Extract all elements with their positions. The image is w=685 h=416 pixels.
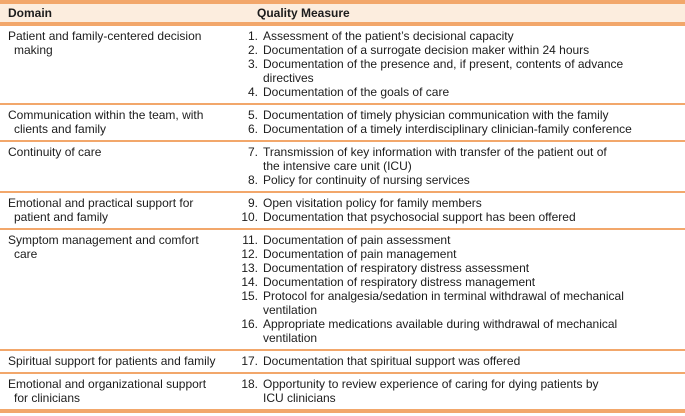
measures-cell: 7. Transmission of key information with … — [236, 145, 685, 187]
measures-cell: 9. Open visitation policy for family mem… — [236, 196, 685, 224]
measures-cell: 11. Documentation of pain assessment 12.… — [236, 233, 685, 345]
measure-number: 3. — [247, 57, 258, 71]
measure-number: 9. — [247, 196, 258, 210]
measure-number: 8. — [247, 173, 258, 187]
measure-number: 18. — [241, 377, 258, 391]
measure-text: Documentation of a surrogate decision ma… — [263, 43, 590, 57]
measure-item: 14. Documentation of respiratory distres… — [236, 275, 685, 289]
domain-cell: Continuity of care — [8, 145, 102, 159]
column-header-domain: Domain — [8, 6, 53, 20]
measure-number: 7. — [247, 145, 258, 159]
measure-number: 13. — [241, 261, 258, 275]
measure-number: 5. — [247, 108, 258, 122]
measure-item: 9. Open visitation policy for family mem… — [236, 196, 685, 210]
measure-text: Documentation of respiratory distress as… — [263, 261, 530, 275]
measure-number: 15. — [241, 289, 258, 303]
measure-number: 6. — [247, 122, 258, 136]
measure-item: 8. Policy for continuity of nursing serv… — [236, 173, 685, 187]
measure-number: 11. — [242, 233, 258, 247]
measure-text: Documentation of pain management — [263, 247, 457, 261]
column-header-quality-measure: Quality Measure — [257, 6, 350, 20]
measure-text: Documentation of a timely interdisciplin… — [263, 122, 632, 136]
measure-text: Transmission of key information with tra… — [263, 145, 607, 173]
table-row: Continuity of care 7. Transmission of ke… — [0, 142, 685, 193]
measure-text: Open visitation policy for family member… — [263, 196, 482, 210]
measure-number: 1. — [247, 29, 258, 43]
measure-item: 4. Documentation of the goals of care — [236, 85, 685, 99]
measure-number: 12. — [241, 247, 258, 261]
domain-cell: Symptom management and comfort care — [8, 233, 199, 261]
table-row: Communication within the team, with clie… — [0, 105, 685, 142]
table-row: Patient and family-centered decision mak… — [0, 26, 685, 105]
measure-item: 2. Documentation of a surrogate decision… — [236, 43, 685, 57]
measure-number: 14. — [241, 275, 258, 289]
measure-text: Assessment of the patient’s decisional c… — [263, 29, 514, 43]
measure-item: 18. Opportunity to review experience of … — [236, 377, 685, 405]
measure-item: 16. Appropriate medications available du… — [236, 317, 685, 345]
measure-item: 12. Documentation of pain management — [236, 247, 685, 261]
measures-cell: 17. Documentation that spiritual support… — [236, 354, 685, 368]
table-row: Emotional and practical support for pati… — [0, 193, 685, 230]
table-row: Spiritual support for patients and famil… — [0, 351, 685, 374]
measures-cell: 1. Assessment of the patient’s decisiona… — [236, 29, 685, 99]
measure-item: 6. Documentation of a timely interdiscip… — [236, 122, 685, 136]
domain-cell: Communication within the team, with clie… — [8, 108, 204, 136]
measure-text: Documentation that psychosocial support … — [263, 210, 576, 224]
table-header-row: Domain Quality Measure — [0, 4, 685, 26]
measure-text: Policy for continuity of nursing service… — [263, 173, 470, 187]
measure-item: 17. Documentation that spiritual support… — [236, 354, 685, 368]
table-row: Emotional and organizational support for… — [0, 374, 685, 409]
measure-text: Documentation that spiritual support was… — [263, 354, 521, 368]
measure-text: Documentation of pain assessment — [263, 233, 451, 247]
measure-item: 1. Assessment of the patient’s decisiona… — [236, 29, 685, 43]
measure-item: 7. Transmission of key information with … — [236, 145, 685, 173]
measures-cell: 5. Documentation of timely physician com… — [236, 108, 685, 136]
domain-cell: Spiritual support for patients and famil… — [8, 354, 216, 368]
measure-number: 16. — [241, 317, 258, 331]
measure-item: 3. Documentation of the presence and, if… — [236, 57, 685, 85]
measure-text: Documentation of respiratory distress ma… — [263, 275, 536, 289]
measure-text: Protocol for analgesia/sedation in termi… — [263, 289, 624, 317]
measure-text: Appropriate medications available during… — [263, 317, 618, 345]
measure-number: 10. — [241, 210, 258, 224]
measure-text: Documentation of the goals of care — [263, 85, 450, 99]
measure-number: 17. — [241, 354, 258, 368]
measure-number: 2. — [247, 43, 258, 57]
measure-text: Documentation of timely physician commun… — [263, 108, 609, 122]
measure-item: 11. Documentation of pain assessment — [236, 233, 685, 247]
domain-cell: Patient and family-centered decision mak… — [8, 29, 202, 57]
domain-cell: Emotional and organizational support for… — [8, 377, 207, 405]
measure-item: 10. Documentation that psychosocial supp… — [236, 210, 685, 224]
measure-item: 5. Documentation of timely physician com… — [236, 108, 685, 122]
domain-cell: Emotional and practical support for pati… — [8, 196, 194, 224]
measures-cell: 18. Opportunity to review experience of … — [236, 377, 685, 405]
measure-item: 15. Protocol for analgesia/sedation in t… — [236, 289, 685, 317]
measure-text: Opportunity to review experience of cari… — [263, 377, 599, 405]
measure-item: 13. Documentation of respiratory distres… — [236, 261, 685, 275]
measure-text: Documentation of the presence and, if pr… — [263, 57, 624, 85]
table-row: Symptom management and comfort care 11. … — [0, 230, 685, 351]
measure-number: 4. — [247, 85, 258, 99]
